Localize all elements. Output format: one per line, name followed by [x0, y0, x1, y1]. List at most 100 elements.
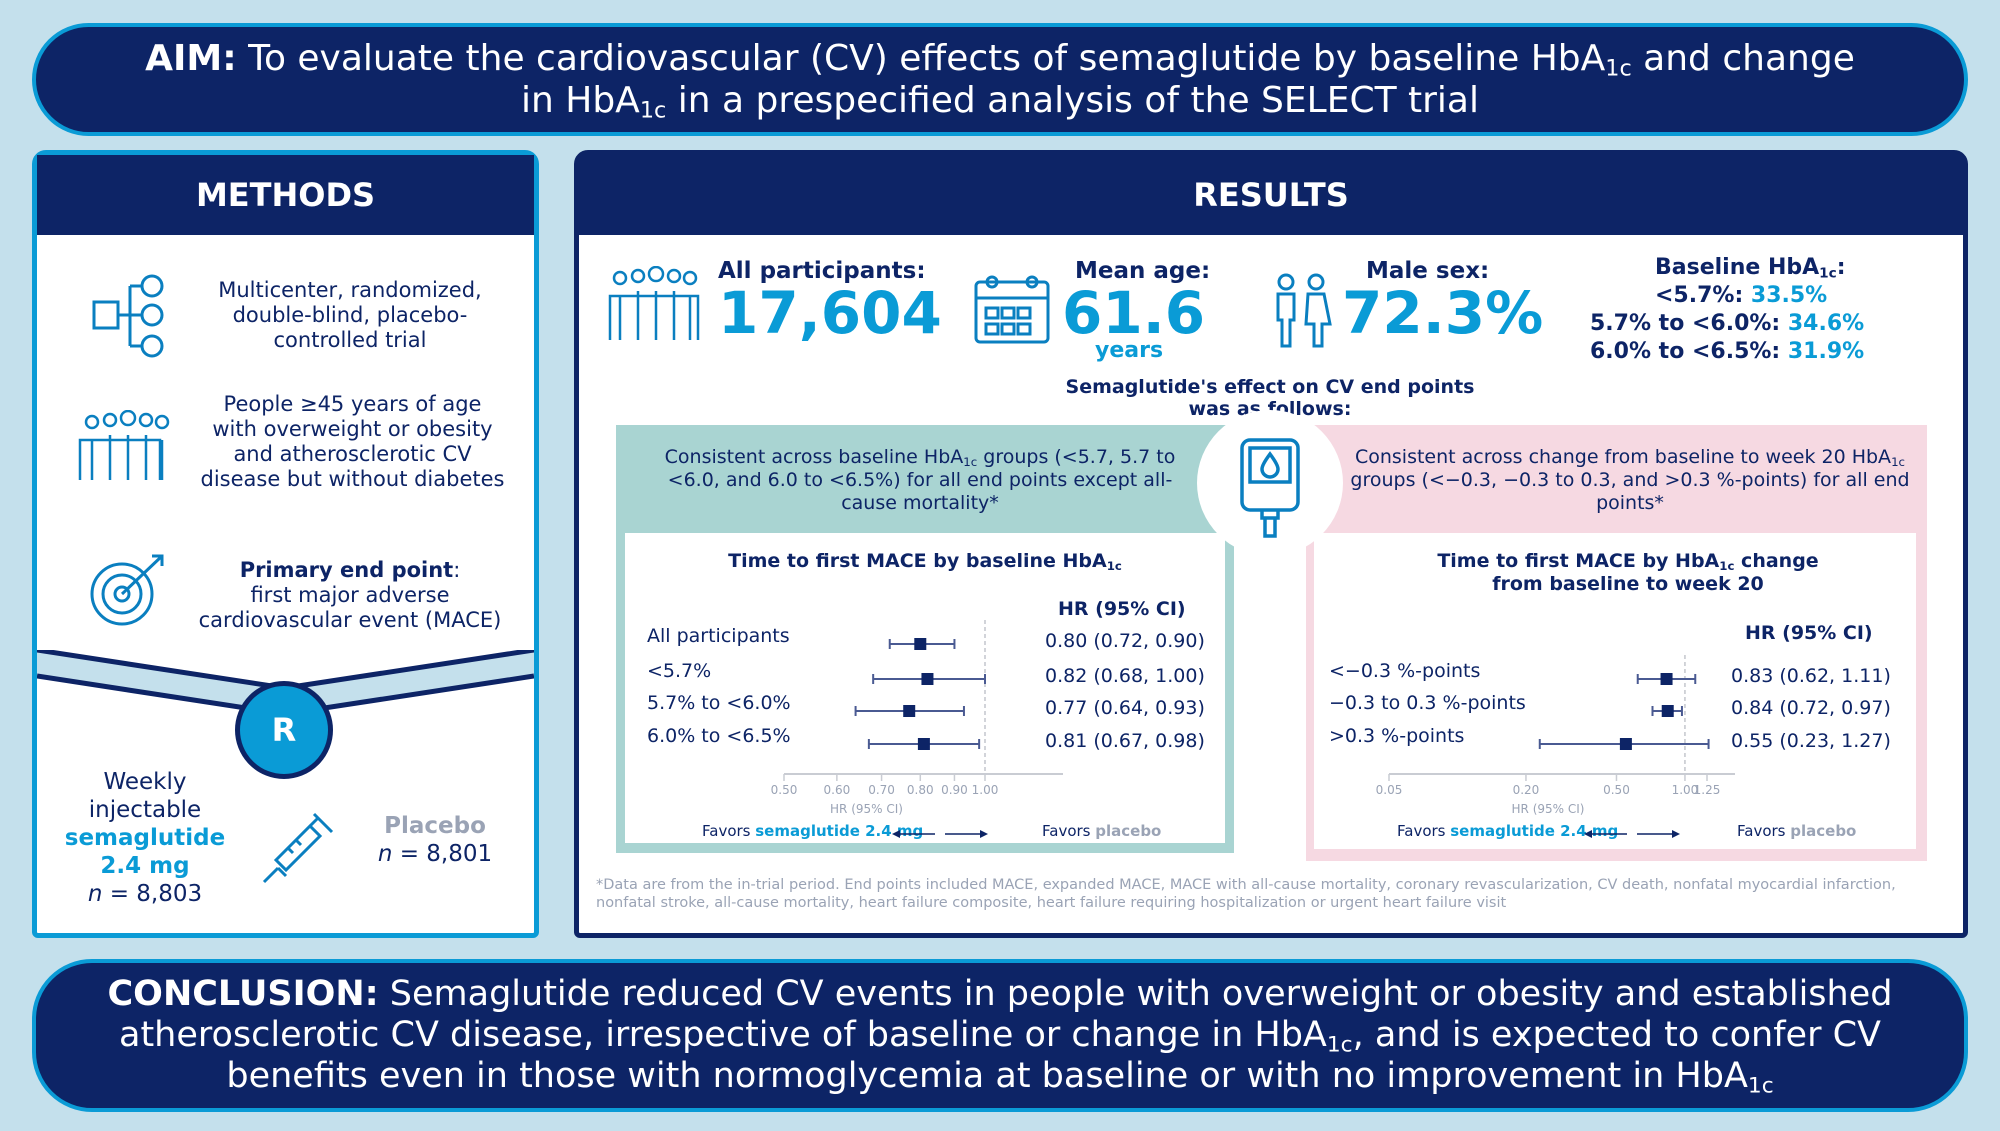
t: groups (<5.7, 5.7 to <6.0, and 6.0 to <6…	[667, 446, 1176, 514]
n-value: = 8,803	[102, 881, 203, 907]
sub: 1c	[1605, 55, 1632, 82]
pct: 34.6%	[1787, 311, 1865, 336]
row-label: <5.7%	[647, 660, 712, 682]
trial-design-icon	[92, 274, 164, 358]
pct: 31.9%	[1787, 339, 1865, 364]
x-tick-label: 0.60	[823, 783, 851, 797]
favors-placebo: Favors placebo	[1737, 822, 1856, 840]
calendar-icon	[974, 275, 1050, 344]
arm1-drug: semaglutide 2.4 mg	[64, 825, 226, 879]
row-label: −0.3 to 0.3 %-points	[1329, 692, 1526, 714]
hr-value: 0.80 (0.72, 0.90)	[1045, 630, 1205, 652]
results-title: RESULTS	[579, 155, 1963, 235]
participants-value: 17,604	[718, 279, 942, 347]
aim-text-2: and change in HbA	[521, 37, 1855, 121]
x-tick-label: 0.50	[770, 783, 798, 797]
x-tick-label: 0.20	[1512, 783, 1540, 797]
hr-value: 0.83 (0.62, 1.11)	[1731, 665, 1891, 687]
aim-text-1: To evaluate the cardiovascular (CV) effe…	[236, 37, 1606, 79]
sub: 1c	[1326, 1032, 1353, 1058]
t: Favors	[702, 822, 756, 840]
favors-semaglutide: Favors semaglutide 2.4 mg	[702, 822, 923, 840]
conclusion-label: CONCLUSION:	[107, 974, 379, 1014]
hr-value: 0.77 (0.64, 0.93)	[1045, 697, 1205, 719]
t: Favors	[1737, 822, 1791, 840]
right-summary: Consistent across change from baseline t…	[1340, 446, 1920, 515]
aim-banner: AIM: To evaluate the cardiovascular (CV)…	[32, 23, 1968, 136]
t: Favors	[1042, 822, 1096, 840]
t: Consistent across baseline HbA	[664, 446, 964, 468]
favors-placebo: Favors placebo	[1042, 822, 1161, 840]
arm1-n: n = 8,803	[50, 880, 240, 908]
arm1-line1: Weekly	[103, 769, 187, 795]
n-value: = 8,801	[392, 841, 493, 867]
chart2-hr-header: HR (95% CI)	[1745, 622, 1873, 644]
t: Favors	[1397, 822, 1451, 840]
colon: :	[453, 558, 461, 582]
x-axis-title: HR (95% CI)	[830, 802, 903, 816]
x-tick-label: 1.00	[1671, 783, 1699, 797]
chart1-hr-header: HR (95% CI)	[1058, 598, 1186, 620]
t: change from baseline to week 20	[1492, 550, 1819, 595]
primary-endpoint: Primary end point: first major adverse ca…	[190, 558, 510, 633]
chart2-title: Time to first MACE by HbA1c change from …	[1418, 550, 1838, 596]
endpoint-text: first major adverse cardiovascular event…	[198, 583, 502, 632]
arm2-name: Placebo	[384, 813, 486, 839]
x-tick-label: 0.05	[1375, 783, 1403, 797]
people-group-icon	[78, 410, 170, 480]
sub: 1c	[963, 454, 978, 469]
effect-title: Semaglutide's effect on CV end points wa…	[1065, 376, 1475, 420]
row-label: All participants	[647, 625, 790, 647]
placebo-arm: Placebo n = 8,801	[360, 812, 510, 868]
drug: placebo	[1790, 822, 1857, 840]
row-label: >0.3 %-points	[1329, 725, 1465, 747]
t: Time to first MACE by HbA	[1437, 550, 1720, 572]
baseline-hba1c: Baseline HbA1c: <5.7%: 33.5% 5.7% to <6.…	[1590, 254, 1950, 366]
row-label: 5.7% to <6.0%	[647, 692, 791, 714]
x-axis-title: HR (95% CI)	[1511, 802, 1585, 816]
row-label: 6.0% to <6.5%	[647, 725, 791, 747]
n-label: n	[87, 881, 103, 907]
x-tick-label: 0.80	[906, 783, 934, 797]
x-tick-label: 0.90	[941, 783, 968, 797]
participants-label: All participants:	[718, 258, 926, 284]
age-label: Mean age:	[1075, 258, 1211, 284]
baseline-item: 6.0% to <6.5%: 31.9%	[1590, 338, 1950, 366]
aim-label: AIM:	[145, 37, 237, 79]
t: , and is expected to confer CV benefits …	[226, 1015, 1881, 1096]
design-text: Multicenter, randomized, double-blind, p…	[218, 278, 482, 352]
favors-semaglutide: Favors semaglutide 2.4 mg	[1397, 822, 1618, 840]
pct: 33.5%	[1750, 283, 1828, 308]
drug: semaglutide 2.4 mg	[1450, 822, 1619, 840]
population-text: People ≥45 years of age with overweight …	[200, 392, 505, 491]
chart1-title: Time to first MACE by baseline HbA1c	[625, 550, 1225, 572]
t: Semaglutide reduced CV events in people …	[119, 974, 1893, 1055]
methods-panel: METHODS	[32, 150, 539, 938]
glucose-meter-icon	[1240, 438, 1300, 538]
semaglutide-arm: Weekly injectable semaglutide 2.4 mg n =…	[50, 768, 240, 908]
t: Consistent across change from baseline t…	[1354, 446, 1892, 468]
methods-title: METHODS	[37, 155, 534, 235]
baseline-plot-area	[625, 533, 1225, 843]
arm1-line2: injectable	[88, 797, 202, 823]
t: groups (<−0.3, −0.3 to 0.3, and >0.3 %-p…	[1350, 469, 1910, 514]
colon: :	[1836, 255, 1846, 280]
x-tick-label: 0.70	[868, 783, 895, 797]
sub: 1c	[1719, 558, 1735, 573]
baseline-label: Baseline HbA1c:	[1590, 254, 1950, 282]
people-group-icon	[608, 266, 700, 340]
hr-value: 0.84 (0.72, 0.97)	[1731, 697, 1891, 719]
hr-value: 0.55 (0.23, 1.27)	[1731, 730, 1891, 752]
hr-value: 0.82 (0.68, 1.00)	[1045, 665, 1205, 687]
aim-text: AIM: To evaluate the cardiovascular (CV)…	[126, 38, 1874, 122]
conclusion-text: CONCLUSION: Semaglutide reduced CV event…	[76, 974, 1924, 1097]
male-female-icon	[1276, 273, 1332, 348]
age-value: 61.6	[1062, 279, 1206, 347]
x-tick-label: 1.00	[971, 783, 999, 797]
sub: 1c	[1747, 1073, 1774, 1099]
age-unit: years	[1095, 338, 1164, 363]
sub: 1c	[1106, 558, 1122, 573]
target-icon	[90, 554, 164, 626]
left-summary: Consistent across baseline HbA1c groups …	[640, 446, 1200, 515]
range: 6.0% to <6.5%:	[1590, 339, 1788, 364]
